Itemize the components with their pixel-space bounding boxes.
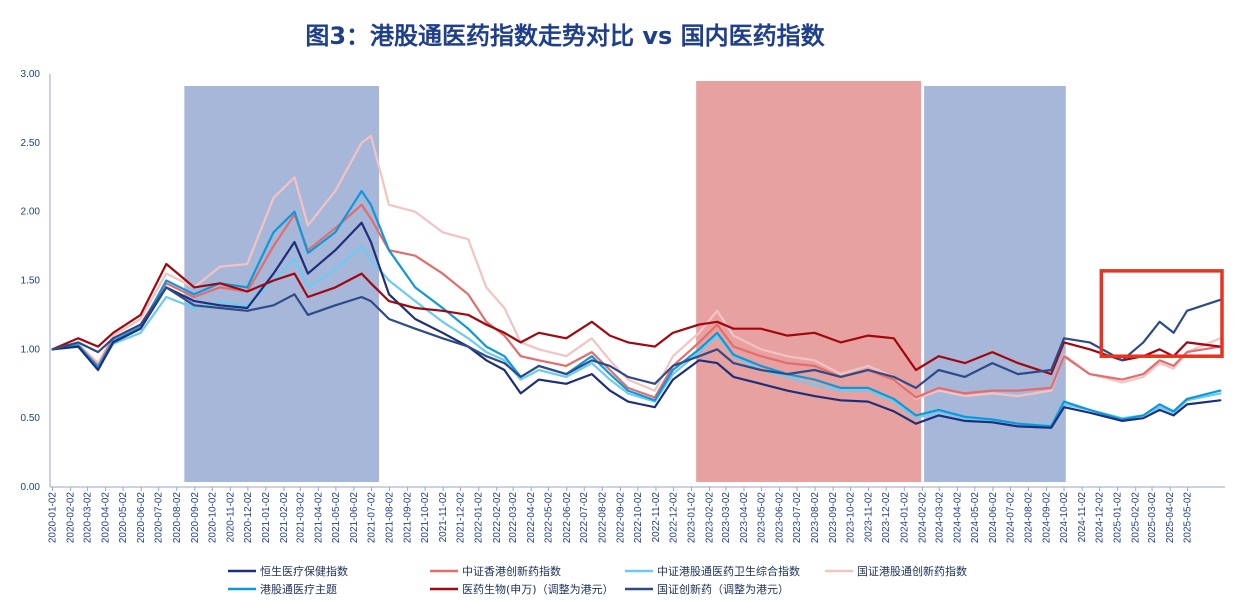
x-tick-label: 2022-01-02 [474, 492, 485, 544]
x-tick-label: 2022-12-02 [668, 492, 679, 544]
y-tick-label: 1.00 [21, 344, 41, 355]
y-tick-label: 0.00 [21, 482, 41, 493]
x-tick-label: 2023-08-02 [810, 492, 821, 544]
x-tick-label: 2023-06-02 [775, 492, 786, 544]
series-line-1 [51, 221, 1222, 429]
x-tick-label: 2020-01-02 [48, 492, 59, 544]
x-tick-label: 2025-04-02 [1165, 492, 1176, 544]
x-tick-label: 2024-07-02 [1005, 492, 1016, 544]
x-tick-label: 2021-01-02 [261, 492, 272, 544]
legend-label-5: 港股通医疗主题 [260, 582, 337, 596]
series-line-4 [51, 134, 1222, 400]
x-tick-label: 2021-11-02 [438, 492, 449, 543]
x-tick-label: 2021-10-02 [420, 492, 431, 544]
x-tick-label: 2022-06-02 [562, 492, 573, 544]
x-tick-label: 2020-04-02 [101, 492, 112, 544]
x-tick-label: 2022-10-02 [633, 492, 644, 544]
x-tick-label: 2020-10-02 [207, 492, 218, 544]
x-tick-label: 2021-04-02 [313, 492, 324, 544]
x-tick-label: 2024-12-02 [1095, 492, 1106, 544]
x-tick-label: 2022-04-02 [526, 492, 537, 544]
shaded-period-2 [696, 81, 922, 482]
highlight-rectangle [1099, 269, 1224, 358]
series-line-5 [51, 189, 1222, 428]
series-line-2 [51, 203, 1222, 399]
y-tick-label: 2.50 [21, 138, 41, 149]
x-tick-label: 2021-06-02 [349, 492, 360, 544]
x-tick-label: 2021-03-02 [295, 492, 306, 544]
x-tick-label: 2024-02-02 [917, 492, 928, 544]
x-tick-label: 2021-07-02 [366, 492, 377, 544]
x-tick-label: 2025-03-02 [1147, 492, 1158, 544]
x-tick-label: 2025-02-02 [1131, 492, 1142, 544]
x-tick-label: 2024-03-02 [934, 492, 945, 544]
legend-label-3: 中证港股通医药卫生综合指数 [657, 564, 800, 578]
x-tick-label: 2025-01-02 [1113, 492, 1124, 544]
legend-label-2: 中证香港创新药指数 [462, 564, 561, 578]
highlight-box [1099, 269, 1224, 358]
x-tick-label: 2023-09-02 [828, 492, 839, 544]
x-tick-label: 2022-02-02 [492, 492, 503, 544]
x-tick-label: 2020-07-02 [154, 492, 165, 544]
x-tick-label: 2023-05-02 [756, 492, 767, 544]
x-tick-label: 2024-11-02 [1077, 492, 1088, 543]
y-tick-labels: 0.00 0.50 1.00 1.50 2.00 2.50 3.00 [21, 69, 41, 493]
y-tick-label: 0.50 [21, 413, 41, 424]
x-tick-label: 2022-07-02 [579, 492, 590, 544]
x-tick-label: 2024-10-02 [1059, 492, 1070, 544]
x-tick-label: 2023-01-02 [687, 492, 698, 544]
x-tick-label: 2023-04-02 [739, 492, 750, 544]
x-tick-label: 2024-05-02 [970, 492, 981, 544]
x-tick-label: 2020-02-02 [66, 492, 77, 544]
x-tick-label: 2021-12-02 [456, 492, 467, 544]
x-tick-label: 2020-08-02 [172, 492, 183, 544]
x-tick-label: 2023-03-02 [721, 492, 732, 544]
x-tick-label: 2023-10-02 [846, 492, 857, 544]
x-tick-label: 2021-08-02 [385, 492, 396, 544]
x-tick-label: 2022-05-02 [544, 492, 555, 544]
legend-label-6: 医药生物(申万)（调整为港元） [462, 582, 614, 596]
legend-label-1: 恒生医疗保健指数 [260, 564, 348, 578]
x-tick-label: 2020-09-02 [190, 492, 201, 544]
x-tick-label: 2024-01-02 [899, 492, 910, 544]
series-lines [51, 134, 1222, 429]
x-tick-label: 2022-08-02 [597, 492, 608, 544]
legend-label-4: 国证港股通创新药指数 [857, 564, 967, 578]
x-tick-label: 2024-09-02 [1042, 492, 1053, 544]
series-line-7 [51, 286, 1222, 389]
x-tick-label: 2022-09-02 [615, 492, 626, 544]
y-tick-label: 1.50 [21, 276, 41, 287]
x-tick-label: 2020-11-02 [225, 492, 236, 543]
y-tick-label: 3.00 [21, 69, 41, 80]
x-tick-labels: 2020-01-02 2020-02-02 2020-03-02 2020-04-02… [48, 487, 1194, 543]
x-tick-label: 2025-05-02 [1183, 492, 1194, 544]
x-tick-label: 2023-07-02 [792, 492, 803, 544]
x-tick-label: 2024-08-02 [1023, 492, 1034, 544]
x-tick-label: 2021-05-02 [331, 492, 342, 544]
legend-label-7: 国证创新药（调整为港元） [657, 582, 789, 596]
x-tick-label: 2020-03-02 [83, 492, 94, 544]
x-tick-label: 2021-02-02 [279, 492, 290, 544]
series-line-6 [51, 262, 1222, 376]
x-tick-label: 2024-04-02 [952, 492, 963, 544]
x-tick-label: 2021-09-02 [403, 492, 414, 544]
shaded-period-3 [924, 86, 1066, 482]
x-tick-label: 2023-02-02 [705, 492, 716, 544]
x-tick-label: 2024-06-02 [988, 492, 999, 544]
x-tick-label: 2020-05-02 [118, 492, 129, 544]
chart-title: 图3：港股通医药指数走势对比 vs 国内医药指数 [305, 22, 825, 50]
x-tick-label: 2022-03-02 [508, 492, 519, 544]
legend: 恒生医疗保健指数 中证香港创新药指数 中证港股通医药卫生综合指数 国证港股通创新药指数… [228, 564, 967, 596]
x-tick-label: 2023-11-02 [864, 492, 875, 543]
x-tick-label: 2020-12-02 [243, 492, 254, 544]
x-tick-label: 2020-06-02 [136, 492, 147, 544]
shaded-periods [184, 81, 1066, 482]
y-tick-label: 2.00 [21, 207, 41, 218]
x-tick-label: 2023-12-02 [881, 492, 892, 544]
x-tick-label: 2022-11-02 [651, 492, 662, 543]
